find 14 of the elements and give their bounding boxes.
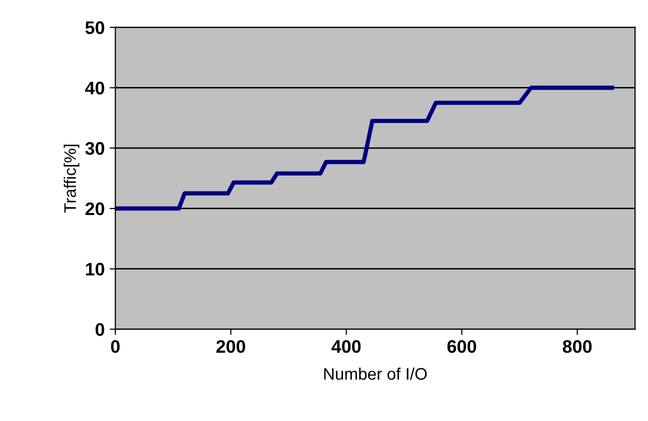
- x-tick-label: 600: [447, 340, 476, 353]
- y-tick-label: 0: [96, 323, 104, 336]
- y-tick-label: 20: [85, 202, 104, 216]
- x-axis-title: Number of I/O: [324, 368, 427, 380]
- y-tick-label: 10: [86, 262, 104, 276]
- y-axis-title: Traffic[%]: [64, 144, 80, 213]
- x-tick-label: 200: [216, 340, 246, 353]
- y-tick-label: 40: [85, 82, 104, 94]
- y-tick-label: 50: [85, 21, 104, 34]
- y-tick-label: 30: [85, 142, 104, 155]
- x-tick-label: 800: [562, 340, 592, 353]
- x-tick-label: 0: [111, 340, 120, 353]
- line-series: [115, 86, 614, 211]
- x-tick-label: 400: [332, 340, 361, 353]
